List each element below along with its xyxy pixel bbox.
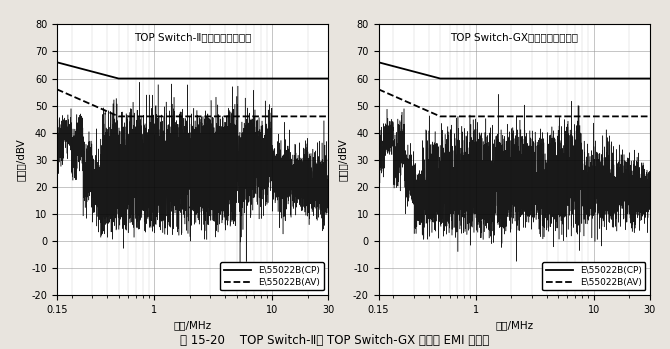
X-axis label: 频率/MHz: 频率/MHz xyxy=(174,320,212,330)
Text: 图 15-20    TOP Switch-Ⅱ与 TOP Switch-GX 产生的 EMI 的影响: 图 15-20 TOP Switch-Ⅱ与 TOP Switch-GX 产生的 … xyxy=(180,334,490,347)
X-axis label: 频率/MHz: 频率/MHz xyxy=(495,320,533,330)
Text: TOP Switch-GX（带有频率抖动）: TOP Switch-GX（带有频率抖动） xyxy=(450,32,578,43)
Text: TOP Switch-Ⅱ（没有频率抖动）: TOP Switch-Ⅱ（没有频率抖动） xyxy=(134,32,251,43)
Y-axis label: 衰减量/dBV: 衰减量/dBV xyxy=(338,138,348,181)
Legend: E\55022B(CP), E\55022B(AV): E\55022B(CP), E\55022B(AV) xyxy=(220,262,324,290)
Legend: E\55022B(CP), E\55022B(AV): E\55022B(CP), E\55022B(AV) xyxy=(542,262,645,290)
Y-axis label: 衰减量/dBV: 衰减量/dBV xyxy=(16,138,26,181)
